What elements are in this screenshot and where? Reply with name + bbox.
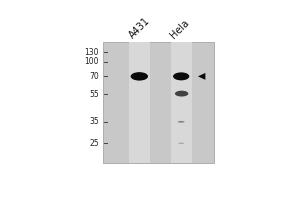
Text: 130: 130 — [85, 48, 99, 57]
Ellipse shape — [178, 121, 185, 123]
Bar — [129, 42, 150, 163]
Text: 100: 100 — [85, 57, 99, 66]
Text: 35: 35 — [89, 117, 99, 126]
Text: 70: 70 — [89, 72, 99, 81]
Ellipse shape — [173, 72, 189, 80]
Text: A431: A431 — [127, 15, 152, 40]
Text: 25: 25 — [89, 139, 99, 148]
Text: 55: 55 — [89, 90, 99, 99]
Text: Hela: Hela — [169, 17, 191, 40]
Bar — [171, 42, 192, 163]
Polygon shape — [198, 73, 206, 80]
Ellipse shape — [130, 72, 148, 81]
Ellipse shape — [178, 143, 184, 144]
Ellipse shape — [175, 91, 188, 97]
Bar — [103, 42, 214, 163]
